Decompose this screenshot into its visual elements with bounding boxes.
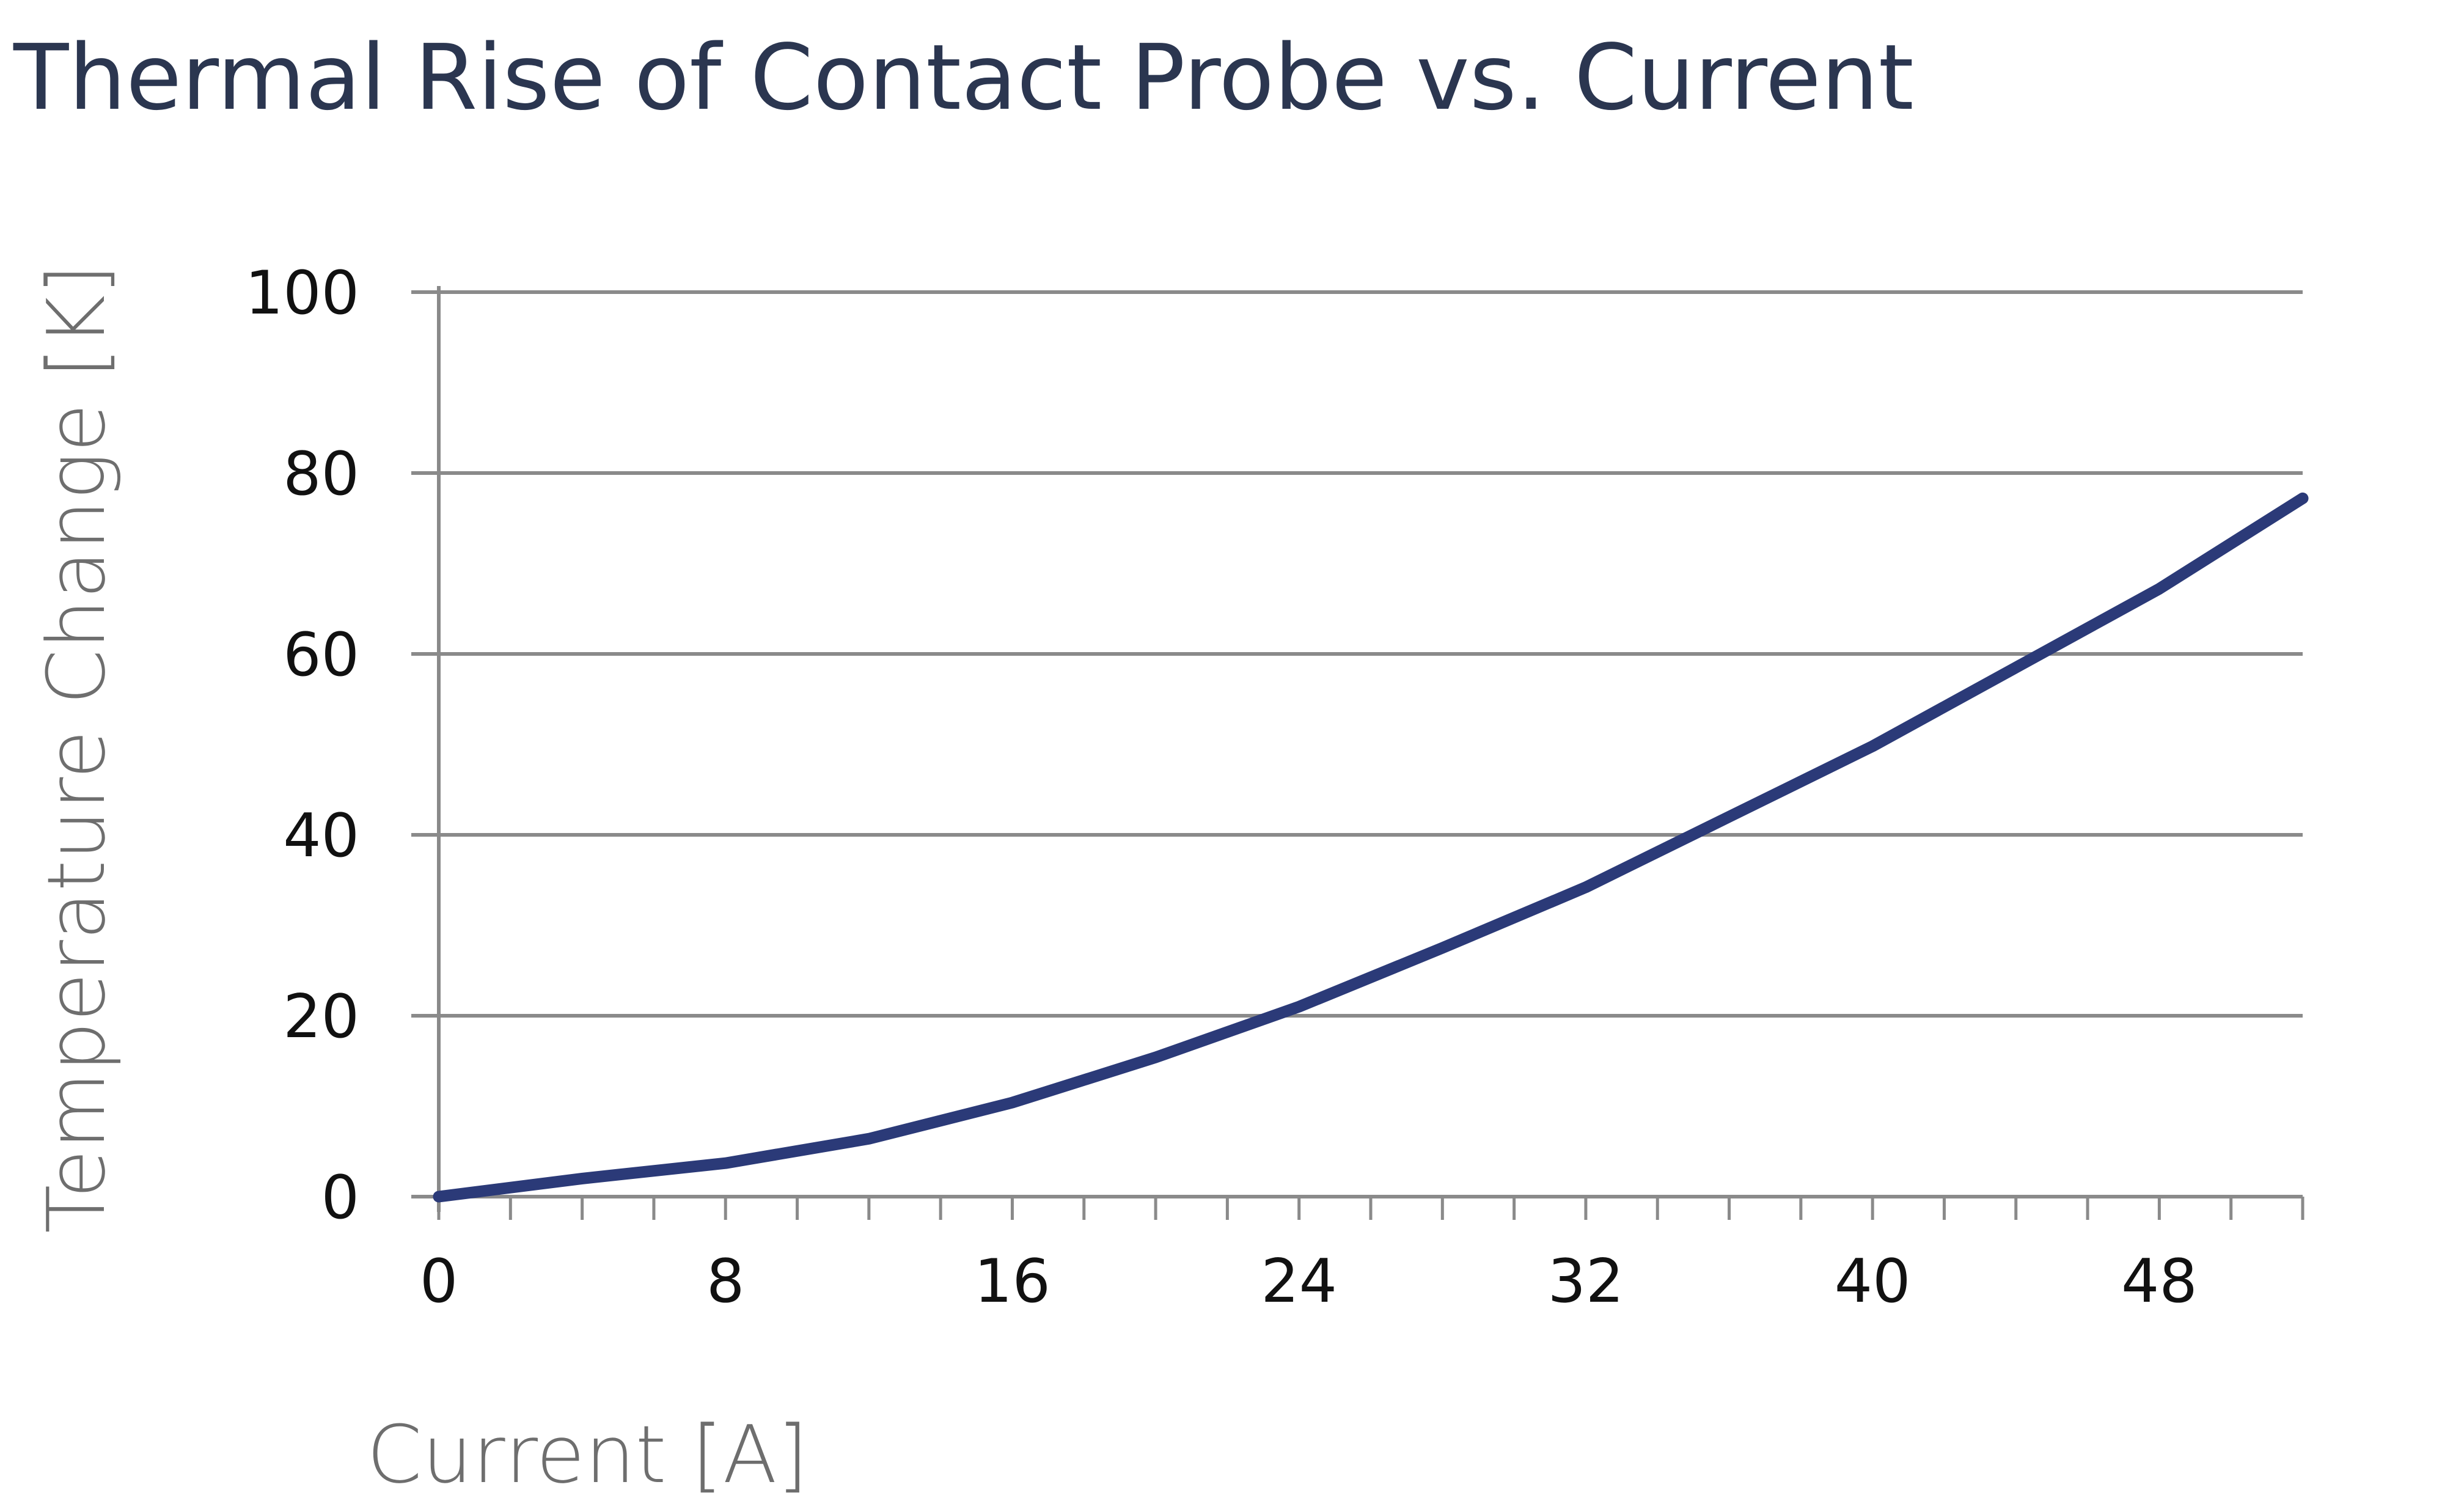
gridlines <box>411 290 2303 1018</box>
y-tick-label-0: 0 <box>321 1163 359 1233</box>
x-tick-labels: 0 8 16 24 32 40 48 <box>420 1247 2198 1316</box>
series-line-0 <box>433 492 2309 1203</box>
x-tick-label-32: 32 <box>1548 1247 1624 1316</box>
x-tick-label-0: 0 <box>420 1247 458 1316</box>
x-tick-label-8: 8 <box>706 1247 744 1316</box>
y-tick-labels: 0 20 40 60 80 100 <box>245 259 359 1233</box>
y-tick-label-100: 100 <box>245 259 359 328</box>
y-tick-label-80: 80 <box>283 439 359 509</box>
x-tick-label-24: 24 <box>1261 1247 1337 1316</box>
y-tick-label-20: 20 <box>283 982 359 1052</box>
x-tick-label-48: 48 <box>2121 1247 2198 1316</box>
y-axis-title: Temperature Change [K] <box>30 264 123 1233</box>
x-tick-label-40: 40 <box>1835 1247 1911 1316</box>
x-tick-label-16: 16 <box>974 1247 1050 1316</box>
chart-title: Thermal Rise of Contact Probe vs. Curren… <box>13 25 1914 130</box>
x-axis-title: Current [A] <box>367 1408 808 1501</box>
series-group <box>433 492 2309 1203</box>
y-tick-label-60: 60 <box>283 620 359 690</box>
axes <box>411 286 2304 1220</box>
y-tick-label-40: 40 <box>283 801 359 871</box>
